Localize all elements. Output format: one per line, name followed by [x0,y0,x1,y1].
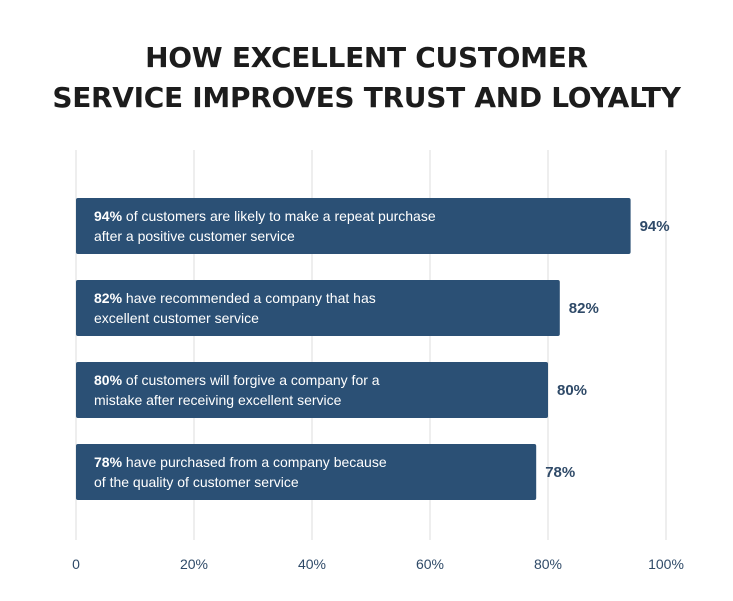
value-label-0: 94% [640,218,670,235]
bar-text-highlight: 78% [94,454,123,470]
value-label-3: 78% [545,464,575,481]
bar-text-line-2: excellent customer service [94,310,259,326]
bar-text-line-1: have recommended a company that has [122,290,376,306]
bar-text-highlight: 80% [94,372,123,388]
chart-title-line-1: HOW EXCELLENT CUSTOMER [145,41,588,74]
bar-text-line-2: mistake after receiving excellent servic… [94,392,342,408]
bar-text-highlight: 94% [94,208,123,224]
bar-text-line-2: after a positive customer service [94,228,295,244]
x-tick-label-4: 80% [534,556,562,572]
bar-0 [76,198,631,254]
bar-text-2: 80% of customers will forgive a company … [94,372,380,408]
value-label-1: 82% [569,300,599,317]
bar-text-3: 78% have purchased from a company becaus… [94,454,387,490]
bar-text-highlight: 82% [94,290,123,306]
bar-text-line-2: of the quality of customer service [94,474,299,490]
bar-1 [76,280,560,336]
bar-2 [76,362,548,418]
chart-title: HOW EXCELLENT CUSTOMER SERVICE IMPROVES … [0,38,733,118]
bar-text-1: 82% have recommended a company that has e… [94,290,376,326]
bar-text-line-1: of customers are likely to make a repeat… [122,208,436,224]
bar-3 [76,444,537,500]
x-tick-label-2: 40% [298,556,326,572]
x-tick-label-0: 0 [72,556,80,572]
x-tick-label-1: 20% [180,556,208,572]
chart-title-line-2: SERVICE IMPROVES TRUST AND LOYALTY [52,81,681,114]
x-tick-label-3: 60% [416,556,444,572]
bar-text-0: 94% of customers are likely to make a re… [94,208,436,244]
value-label-2: 80% [557,382,587,399]
bar-text-line-1: of customers will forgive a company for … [122,372,380,388]
bar-text-line-1: have purchased from a company because [122,454,387,470]
x-tick-label-5: 100% [648,556,684,572]
